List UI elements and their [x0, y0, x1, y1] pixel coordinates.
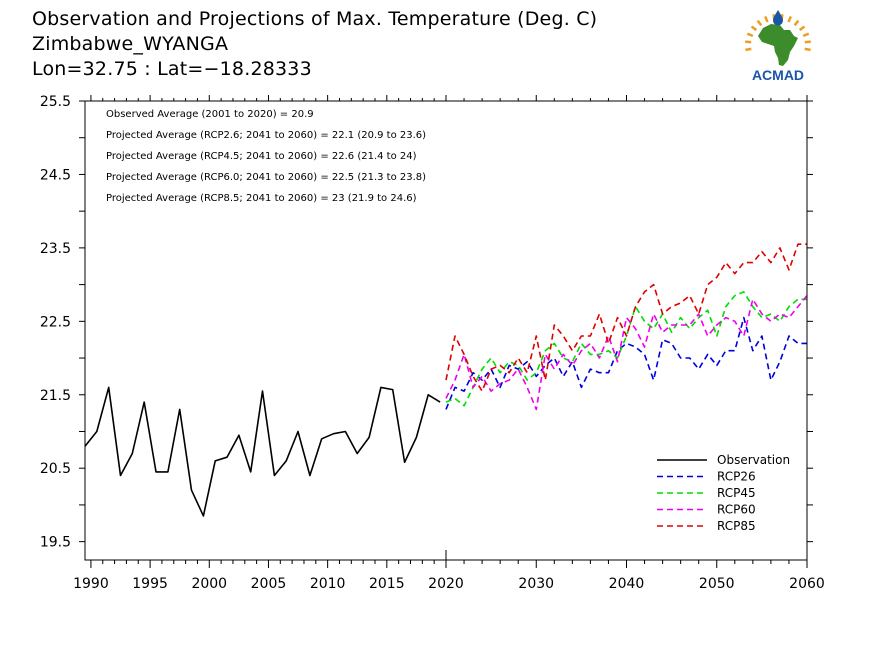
legend-label-rcp85: RCP85	[717, 519, 756, 533]
sun-ray-mark	[787, 15, 792, 23]
series-line-observation	[84, 386, 441, 517]
x-axis: 1990 1995 2000 2005 2010 2015 2020 2030 2040 2050…	[73, 95, 825, 592]
legend: Observation RCP26 RCP45 RCP60 RCP85	[657, 453, 790, 533]
logo-text: ACMAD	[752, 67, 804, 83]
y-tick-label: 23.5	[40, 241, 71, 257]
sun-ray-mark	[793, 19, 800, 27]
chart-title: Observation and Projections of Max. Temp…	[32, 8, 598, 30]
average-annotation: Projected Average (RCP2.6; 2041 to 2060)…	[106, 130, 426, 141]
y-tick-label: 22.5	[40, 314, 71, 330]
average-annotation: Projected Average (RCP4.5; 2041 to 2060)…	[106, 151, 417, 162]
x-tick-label: 1990	[73, 576, 109, 592]
x-tick-label: 2010	[310, 576, 346, 592]
y-tick-label: 25.5	[40, 94, 71, 110]
location-label: Zimbabwe_WYANGA	[32, 33, 229, 55]
sun-ray-mark	[764, 15, 769, 23]
coordinates-label: Lon=32.75 : Lat=−18.28333	[32, 58, 312, 80]
legend-label-observation: Observation	[717, 453, 790, 467]
y-tick-label: 20.5	[40, 461, 71, 477]
sun-ray-mark	[756, 19, 763, 27]
average-annotations: Observed Average (2001 to 2020) = 20.9 Pr…	[106, 109, 426, 204]
sun-ray-mark	[804, 40, 811, 44]
x-tick-label: 2020	[428, 576, 464, 592]
x-tick-label: 2060	[789, 576, 825, 592]
water-drop-icon	[773, 10, 783, 26]
series-line-rcp60	[445, 295, 808, 411]
average-annotation: Observed Average (2001 to 2020) = 20.9	[106, 109, 314, 120]
series-line-rcp45	[445, 291, 807, 407]
sun-ray-mark	[745, 40, 752, 44]
legend-label-rcp26: RCP26	[717, 470, 756, 484]
y-tick-label: 24.5	[40, 167, 71, 183]
x-tick-label: 2005	[251, 576, 287, 592]
average-annotation: Projected Average (RCP8.5; 2041 to 2060)…	[106, 193, 417, 204]
legend-label-rcp60: RCP60	[717, 503, 756, 517]
sun-ray-mark	[746, 32, 754, 38]
plot-frame	[84, 100, 808, 561]
series-line-rcp26	[445, 316, 807, 410]
acmad-africa-logo: ACMAD	[745, 10, 811, 83]
y-axis: 19.5 20.5 21.5 22.5 23.5 24.5 25.5	[40, 94, 813, 551]
sun-ray-mark	[804, 47, 811, 52]
sun-ray-mark	[750, 25, 758, 32]
x-tick-label: 2015	[369, 576, 405, 592]
africa-map-icon	[758, 24, 798, 66]
legend-label-rcp45: RCP45	[717, 486, 756, 500]
sun-ray-mark	[802, 32, 810, 38]
sun-ray-mark	[745, 47, 752, 52]
x-tick-label: 2050	[699, 576, 735, 592]
x-tick-label: 2040	[609, 576, 645, 592]
x-tick-label: 1995	[132, 576, 168, 592]
series-layer	[84, 243, 808, 517]
x-tick-label: 2030	[518, 576, 554, 592]
y-tick-label: 19.5	[40, 535, 71, 551]
x-tick-label: 2000	[191, 576, 227, 592]
sun-ray-mark	[798, 25, 806, 32]
average-annotation: Projected Average (RCP6.0; 2041 to 2060)…	[106, 172, 426, 183]
y-tick-label: 21.5	[40, 388, 71, 404]
series-line-rcp85	[445, 243, 807, 392]
